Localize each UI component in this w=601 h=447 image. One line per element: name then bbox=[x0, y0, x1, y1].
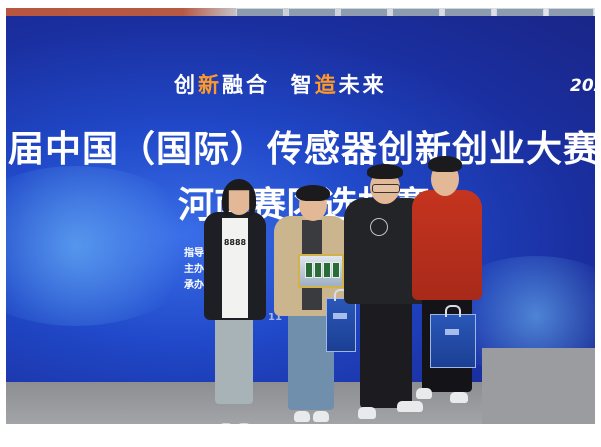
slogan-char-accent: 造 bbox=[314, 73, 339, 97]
person-4-jacket bbox=[412, 190, 482, 300]
person-3-shoe bbox=[358, 407, 376, 419]
gift-bag bbox=[430, 305, 476, 368]
bag-logo bbox=[445, 329, 459, 335]
slogan-char: 智 bbox=[290, 73, 315, 97]
bag-handle bbox=[445, 305, 461, 317]
photo-scene: 创新融合 智造未来 2025 届中国（国际）传感器创新创业大赛 河南赛区选拔赛 … bbox=[6, 8, 595, 424]
hoodie-emblem bbox=[370, 218, 388, 236]
person-1-shoe bbox=[219, 423, 233, 424]
person-4-shoe bbox=[450, 392, 468, 403]
banner-year: 2025 bbox=[570, 76, 595, 96]
person-2-shoe bbox=[294, 411, 310, 422]
person-1-tshirt: 8888 bbox=[222, 218, 248, 318]
banner-slogan: 创新融合 智造未来 bbox=[174, 69, 387, 99]
trophy bbox=[298, 254, 344, 288]
banner-title-line1: 届中国（国际）传感器创新创业大赛 bbox=[8, 129, 595, 170]
person-4-hair bbox=[428, 156, 462, 172]
slogan-word: 融合 bbox=[222, 73, 270, 97]
person-3-shoe bbox=[397, 401, 423, 412]
person-1-shoe bbox=[237, 423, 251, 424]
gift-bag bbox=[326, 289, 356, 352]
person-3-hair bbox=[367, 164, 403, 179]
banner-date-fragment: 11 bbox=[268, 312, 282, 323]
trophy-bar bbox=[305, 262, 313, 278]
slogan-word: 未来 bbox=[338, 73, 387, 97]
person-3-pants bbox=[360, 290, 412, 408]
info-label: 主办单 bbox=[184, 264, 214, 275]
person-4-shoe bbox=[416, 388, 432, 399]
trophy-bar bbox=[314, 262, 322, 278]
info-label: 承办单 bbox=[184, 280, 214, 291]
bag-logo bbox=[333, 313, 347, 319]
pavement bbox=[482, 348, 595, 424]
slogan-char-accent: 新 bbox=[198, 73, 222, 97]
trophy-bar bbox=[332, 262, 340, 278]
glasses bbox=[372, 184, 400, 193]
banner-light-effect bbox=[6, 166, 206, 326]
person-2-hair bbox=[296, 185, 330, 201]
slogan-char: 创 bbox=[174, 73, 198, 97]
tshirt-print: 8888 bbox=[223, 238, 247, 247]
person-2-shoe bbox=[313, 411, 329, 422]
trophy-bar bbox=[323, 262, 331, 278]
info-label: 指导单 bbox=[184, 248, 214, 259]
